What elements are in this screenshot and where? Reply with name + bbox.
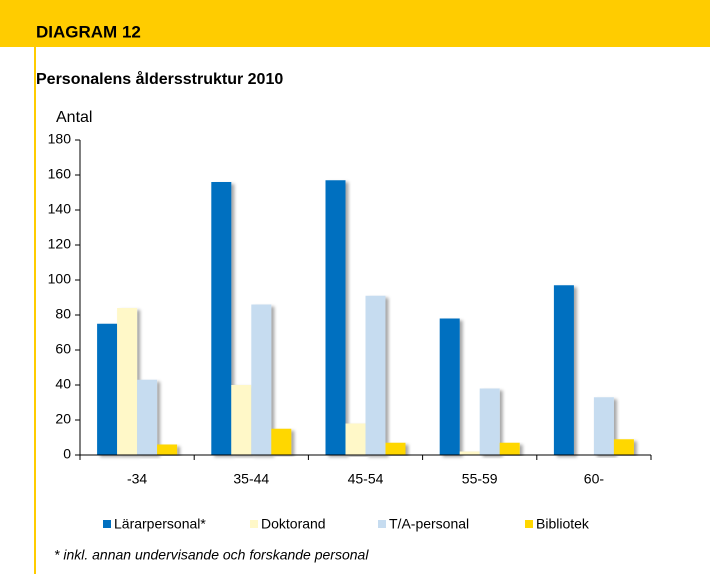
x-tick-label: -34 <box>127 471 147 487</box>
legend-label: Doktorand <box>261 516 326 532</box>
bar <box>211 182 232 455</box>
bar <box>251 304 272 455</box>
y-tick-label: 180 <box>48 131 72 147</box>
y-tick-label: 40 <box>55 376 71 392</box>
y-tick-label: 140 <box>48 201 72 217</box>
bar <box>385 442 406 455</box>
bar <box>157 444 178 455</box>
bar <box>439 318 460 455</box>
x-tick-label: 45-54 <box>348 471 384 487</box>
header-bar <box>0 0 710 47</box>
x-tick-label: 60- <box>584 471 605 487</box>
bar <box>553 285 574 455</box>
y-tick-label: 80 <box>55 306 71 322</box>
bar <box>345 423 366 455</box>
left-border <box>34 47 36 574</box>
bar <box>137 379 158 455</box>
header-title: DIAGRAM 12 <box>36 22 141 41</box>
bar <box>593 397 614 455</box>
footnote: * inkl. annan undervisande och forskande… <box>54 547 369 563</box>
legend-swatch <box>250 520 258 528</box>
legend-label: T/A-personal <box>389 516 469 532</box>
bar <box>271 428 292 455</box>
bar <box>365 295 386 455</box>
bar <box>459 451 480 455</box>
x-tick-label: 35-44 <box>233 471 269 487</box>
bar <box>231 385 252 455</box>
x-tick-label: 55-59 <box>462 471 498 487</box>
bar <box>325 180 346 455</box>
y-tick-label: 100 <box>48 271 72 287</box>
y-tick-label: 60 <box>55 341 71 357</box>
legend-label: Bibliotek <box>536 516 590 532</box>
bar <box>117 308 138 455</box>
y-tick-label: 160 <box>48 166 72 182</box>
bar <box>613 439 634 455</box>
y-tick-label: 120 <box>48 236 72 252</box>
legend-swatch <box>378 520 386 528</box>
legend-swatch <box>525 520 533 528</box>
bar <box>479 388 500 455</box>
chart-title: Personalens åldersstruktur 2010 <box>36 70 283 88</box>
y-axis-label: Antal <box>56 109 92 126</box>
y-tick-label: 20 <box>55 411 71 427</box>
legend-swatch <box>103 520 111 528</box>
y-tick-label: 0 <box>63 446 71 462</box>
bar <box>499 442 520 455</box>
legend-label: Lärarpersonal* <box>114 516 206 532</box>
bar <box>97 323 118 455</box>
